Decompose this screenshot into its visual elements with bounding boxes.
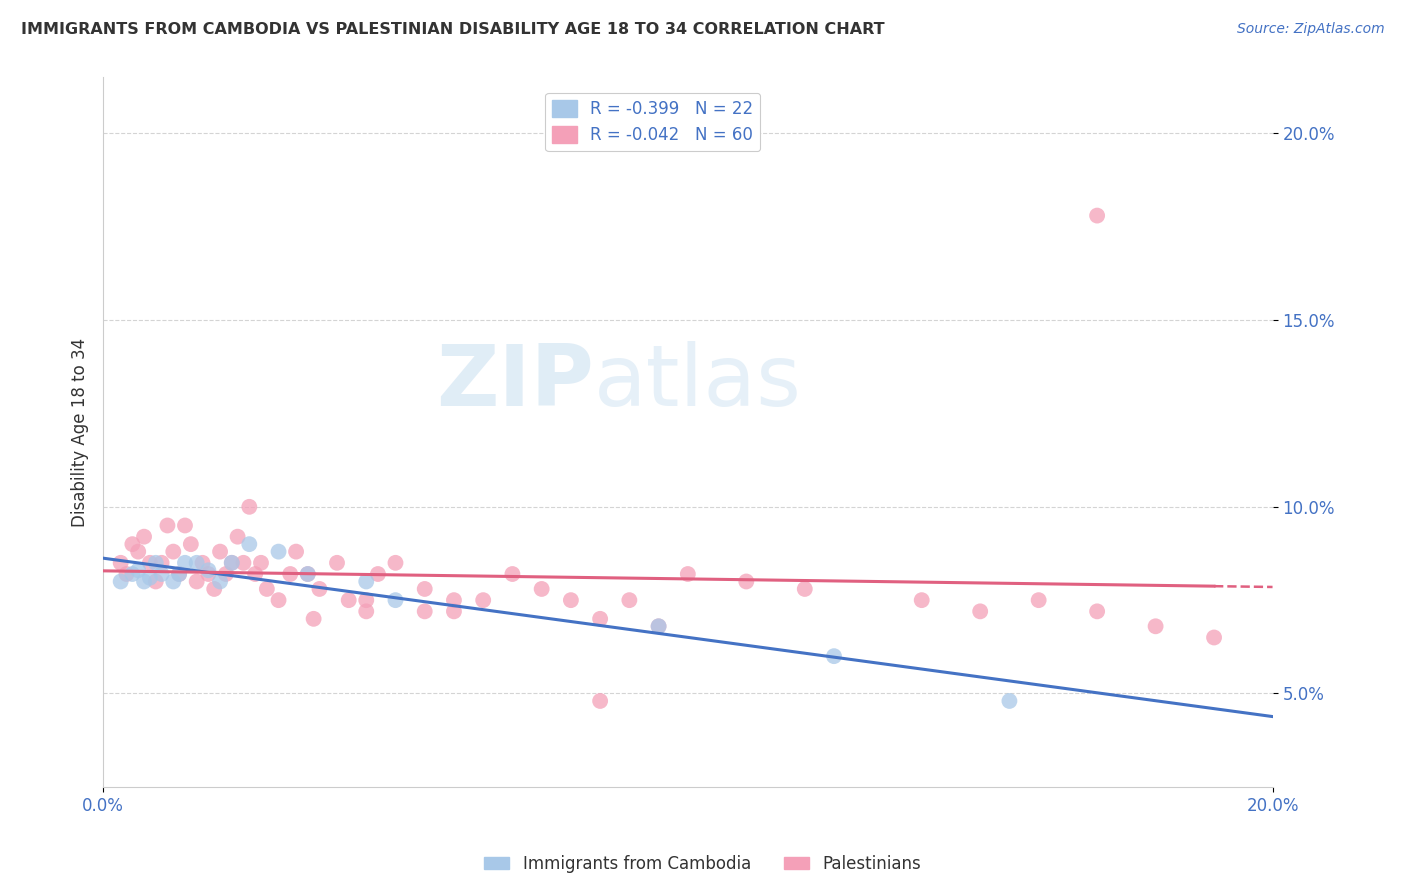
Point [110, 574, 132, 589]
Point [162, 574, 184, 589]
Point [969, 604, 991, 618]
Point [308, 582, 330, 596]
Point [215, 567, 238, 582]
Point [297, 567, 319, 582]
Point [121, 567, 143, 582]
Point [150, 556, 173, 570]
Point [238, 500, 260, 514]
Point [139, 556, 162, 570]
Point [302, 612, 325, 626]
Point [676, 567, 699, 582]
Point [250, 556, 273, 570]
Point [232, 556, 254, 570]
Point [354, 604, 377, 618]
Point [115, 567, 138, 582]
Point [221, 556, 243, 570]
Point [1202, 631, 1225, 645]
Text: IMMIGRANTS FROM CAMBODIA VS PALESTINIAN DISABILITY AGE 18 TO 34 CORRELATION CHAR: IMMIGRANTS FROM CAMBODIA VS PALESTINIAN … [21, 22, 884, 37]
Point [267, 544, 290, 558]
Point [132, 574, 155, 589]
Point [647, 619, 669, 633]
Legend: Immigrants from Cambodia, Palestinians: Immigrants from Cambodia, Palestinians [478, 848, 928, 880]
Point [202, 582, 225, 596]
Text: Source: ZipAtlas.com: Source: ZipAtlas.com [1237, 22, 1385, 37]
Point [162, 544, 184, 558]
Point [501, 567, 523, 582]
Point [1028, 593, 1050, 607]
Point [297, 567, 319, 582]
Text: ZIP: ZIP [436, 341, 595, 424]
Point [167, 567, 190, 582]
Point [337, 593, 360, 607]
Point [1085, 604, 1108, 618]
Point [354, 574, 377, 589]
Point [589, 694, 612, 708]
Point [132, 530, 155, 544]
Point [127, 563, 149, 577]
Point [823, 649, 845, 664]
Point [1144, 619, 1167, 633]
Point [530, 582, 553, 596]
Point [238, 537, 260, 551]
Point [384, 593, 406, 607]
Point [127, 544, 149, 558]
Point [589, 612, 612, 626]
Point [139, 571, 162, 585]
Legend: R = -0.399   N = 22, R = -0.042   N = 60: R = -0.399 N = 22, R = -0.042 N = 60 [546, 93, 761, 151]
Point [145, 574, 167, 589]
Point [167, 567, 190, 582]
Point [443, 593, 465, 607]
Point [174, 556, 197, 570]
Point [186, 574, 208, 589]
Point [998, 694, 1021, 708]
Point [367, 567, 389, 582]
Point [197, 567, 219, 582]
Point [278, 567, 301, 582]
Point [186, 556, 208, 570]
Y-axis label: Disability Age 18 to 34: Disability Age 18 to 34 [72, 337, 89, 526]
Point [443, 604, 465, 618]
Point [221, 556, 243, 570]
Point [413, 604, 436, 618]
Point [472, 593, 495, 607]
Point [285, 544, 308, 558]
Point [354, 593, 377, 607]
Point [1085, 209, 1108, 223]
Point [191, 556, 214, 570]
Point [735, 574, 758, 589]
Point [619, 593, 641, 607]
Point [256, 582, 278, 596]
Point [145, 556, 167, 570]
Point [413, 582, 436, 596]
Point [793, 582, 815, 596]
Point [150, 567, 173, 582]
Point [243, 567, 266, 582]
Point [209, 574, 232, 589]
Text: atlas: atlas [595, 341, 803, 424]
Point [326, 556, 349, 570]
Point [156, 518, 179, 533]
Point [226, 530, 249, 544]
Point [647, 619, 669, 633]
Point [121, 537, 143, 551]
Point [267, 593, 290, 607]
Point [197, 563, 219, 577]
Point [209, 544, 232, 558]
Point [384, 556, 406, 570]
Point [110, 556, 132, 570]
Point [560, 593, 582, 607]
Point [180, 537, 202, 551]
Point [911, 593, 934, 607]
Point [174, 518, 197, 533]
